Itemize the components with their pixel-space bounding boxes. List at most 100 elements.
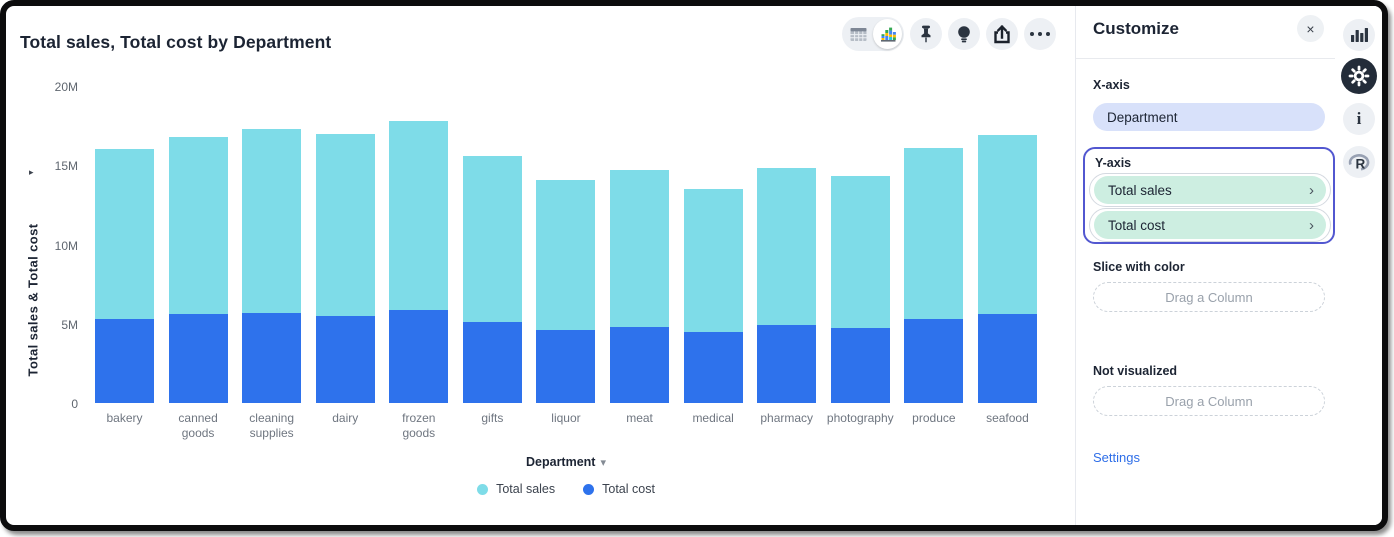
caret-down-icon: ▾ xyxy=(600,457,606,469)
gear-icon xyxy=(1348,65,1370,87)
bar-produce[interactable] xyxy=(904,147,964,403)
legend-label: Total cost xyxy=(602,482,655,496)
chart-options-button[interactable] xyxy=(1343,19,1375,51)
segment-total-cost[interactable] xyxy=(95,319,154,403)
chart-pane: Total sales, Total cost by Department xyxy=(6,6,1069,525)
r-logo-icon: R xyxy=(1348,154,1370,172)
share-button[interactable] xyxy=(986,18,1018,50)
x-axis-category-labels: bakery canned goods cleaning supplies dairy… xyxy=(88,411,1044,441)
x-axis-section-label: X-axis xyxy=(1093,78,1130,92)
legend-item-total-cost[interactable]: Total cost xyxy=(583,482,655,496)
y-axis-expand-icon[interactable]: ▸ xyxy=(29,167,34,177)
page-title: Total sales, Total cost by Department xyxy=(20,31,332,52)
category-label-frozen-goods: frozen goods xyxy=(402,411,436,440)
segment-total-sales[interactable] xyxy=(462,155,522,323)
bar-dairy[interactable] xyxy=(315,133,375,403)
bar-seafood[interactable] xyxy=(977,135,1037,403)
bar-cleaning-supplies[interactable] xyxy=(242,128,302,403)
segment-total-sales[interactable] xyxy=(242,128,302,313)
legend-dot xyxy=(583,483,595,495)
info-button[interactable]: i xyxy=(1343,103,1375,135)
bar-chart-icon xyxy=(1351,28,1368,42)
y-tick-label: 5M xyxy=(61,317,78,332)
legend-label: Total sales xyxy=(496,482,556,496)
segment-total-sales[interactable] xyxy=(95,149,154,319)
more-options-button[interactable] xyxy=(1024,18,1056,50)
y-axis-slot: Total cost › xyxy=(1089,208,1331,242)
pin-icon xyxy=(921,25,931,43)
segment-total-cost[interactable] xyxy=(757,325,817,403)
close-panel-button[interactable]: × xyxy=(1297,15,1324,42)
bar-canned-goods[interactable] xyxy=(168,136,228,403)
segment-total-cost[interactable] xyxy=(977,314,1037,403)
panel-divider xyxy=(1076,58,1340,59)
svg-text:R: R xyxy=(1356,157,1366,172)
bar-pharmacy[interactable] xyxy=(757,168,817,403)
segment-total-sales[interactable] xyxy=(830,175,890,328)
r-language-button[interactable]: R xyxy=(1343,146,1375,178)
customize-panel: Customize × X-axis Department Y-axis Tot… xyxy=(1075,6,1341,525)
bar-medical[interactable] xyxy=(683,189,743,403)
bar-gifts[interactable] xyxy=(462,155,522,403)
segment-total-sales[interactable] xyxy=(904,147,964,319)
bar-bakery[interactable] xyxy=(95,149,154,403)
bar-meat[interactable] xyxy=(610,170,670,403)
segment-total-sales[interactable] xyxy=(536,179,596,331)
bar-liquor[interactable] xyxy=(536,179,596,403)
segment-total-cost[interactable] xyxy=(610,326,670,403)
view-toggle xyxy=(842,17,904,51)
segment-total-cost[interactable] xyxy=(389,309,449,403)
stacked-bar-chart-icon xyxy=(880,27,896,42)
x-axis-title[interactable]: Department ▾ xyxy=(88,455,1044,469)
pill-label: Total cost xyxy=(1108,217,1166,233)
pin-button[interactable] xyxy=(910,18,942,50)
y-axis-section-selected[interactable]: Y-axis Total sales › Total cost › xyxy=(1083,147,1335,244)
insights-button[interactable] xyxy=(948,18,980,50)
settings-gear-button[interactable] xyxy=(1341,58,1377,94)
segment-total-cost[interactable] xyxy=(904,319,964,403)
category-label-pharmacy: pharmacy xyxy=(760,411,814,425)
bar-photography[interactable] xyxy=(830,175,890,403)
close-icon: × xyxy=(1306,20,1315,37)
category-label-seafood: seafood xyxy=(986,411,1029,425)
segment-total-cost[interactable] xyxy=(683,331,743,403)
pill-label: Total sales xyxy=(1108,182,1172,198)
slice-with-color-dropzone[interactable]: Drag a Column xyxy=(1093,282,1325,312)
segment-total-cost[interactable] xyxy=(462,322,522,403)
y-tick-label: 0 xyxy=(71,397,78,411)
category-label-cleaning-supplies: cleaning supplies xyxy=(249,411,294,440)
category-label-medical: medical xyxy=(692,411,734,425)
table-view-button[interactable] xyxy=(844,19,873,49)
ellipsis-icon xyxy=(1029,31,1051,37)
segment-total-sales[interactable] xyxy=(757,168,817,326)
y-tick-label: 10M xyxy=(54,238,78,253)
chevron-right-icon: › xyxy=(1309,181,1314,199)
y-axis-slot: Total sales › xyxy=(1089,173,1331,207)
segment-total-sales[interactable] xyxy=(168,136,228,315)
segment-total-cost[interactable] xyxy=(830,327,890,403)
segment-total-sales[interactable] xyxy=(977,135,1037,315)
legend-item-total-sales[interactable]: Total sales xyxy=(477,482,555,496)
settings-link[interactable]: Settings xyxy=(1093,450,1140,465)
y-axis-column-pill-total-cost[interactable]: Total cost › xyxy=(1094,211,1326,239)
segment-total-sales[interactable] xyxy=(683,189,743,332)
chevron-right-icon: › xyxy=(1309,216,1314,234)
category-label-dairy: dairy xyxy=(332,411,359,425)
segment-total-sales[interactable] xyxy=(315,133,375,316)
segment-total-sales[interactable] xyxy=(610,170,670,327)
segment-total-sales[interactable] xyxy=(389,120,449,310)
slice-with-color-label: Slice with color xyxy=(1093,260,1185,274)
segment-total-cost[interactable] xyxy=(168,314,228,403)
y-tick-label: 20M xyxy=(54,80,78,94)
chart-view-button[interactable] xyxy=(873,19,902,49)
segment-total-cost[interactable] xyxy=(242,312,302,403)
segment-total-cost[interactable] xyxy=(315,315,375,403)
category-label-produce: produce xyxy=(912,411,956,425)
y-axis-column-pill-total-sales[interactable]: Total sales › xyxy=(1094,176,1326,204)
category-label-meat: meat xyxy=(626,411,653,425)
x-axis-column-pill[interactable]: Department xyxy=(1093,103,1325,131)
not-visualized-dropzone[interactable]: Drag a Column xyxy=(1093,386,1325,416)
dropzone-placeholder: Drag a Column xyxy=(1165,289,1253,305)
bar-frozen-goods[interactable] xyxy=(389,120,449,403)
segment-total-cost[interactable] xyxy=(536,330,596,403)
